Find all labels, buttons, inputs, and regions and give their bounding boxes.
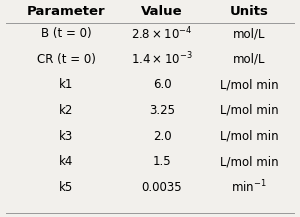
Text: 0.0035: 0.0035	[142, 181, 182, 194]
Text: 1.5: 1.5	[153, 155, 171, 168]
Text: B (t = 0): B (t = 0)	[41, 27, 91, 40]
Text: Parameter: Parameter	[27, 5, 105, 18]
Text: $1.4 \times 10^{-3}$: $1.4 \times 10^{-3}$	[131, 51, 193, 67]
Text: $\mathrm{min}^{-1}$: $\mathrm{min}^{-1}$	[231, 179, 267, 196]
Text: k1: k1	[59, 78, 73, 91]
Text: L/mol min: L/mol min	[220, 104, 278, 117]
Text: mol/L: mol/L	[233, 27, 265, 40]
Text: k3: k3	[59, 130, 73, 143]
Text: mol/L: mol/L	[233, 53, 265, 66]
Text: L/mol min: L/mol min	[220, 130, 278, 143]
Text: k2: k2	[59, 104, 73, 117]
Text: CR (t = 0): CR (t = 0)	[37, 53, 95, 66]
Text: L/mol min: L/mol min	[220, 78, 278, 91]
Text: L/mol min: L/mol min	[220, 155, 278, 168]
Text: 3.25: 3.25	[149, 104, 175, 117]
Text: $2.8 \times 10^{-4}$: $2.8 \times 10^{-4}$	[131, 25, 193, 42]
Text: k4: k4	[59, 155, 73, 168]
Text: Value: Value	[141, 5, 183, 18]
Text: k5: k5	[59, 181, 73, 194]
Text: Units: Units	[230, 5, 268, 18]
Text: 2.0: 2.0	[153, 130, 171, 143]
Text: 6.0: 6.0	[153, 78, 171, 91]
